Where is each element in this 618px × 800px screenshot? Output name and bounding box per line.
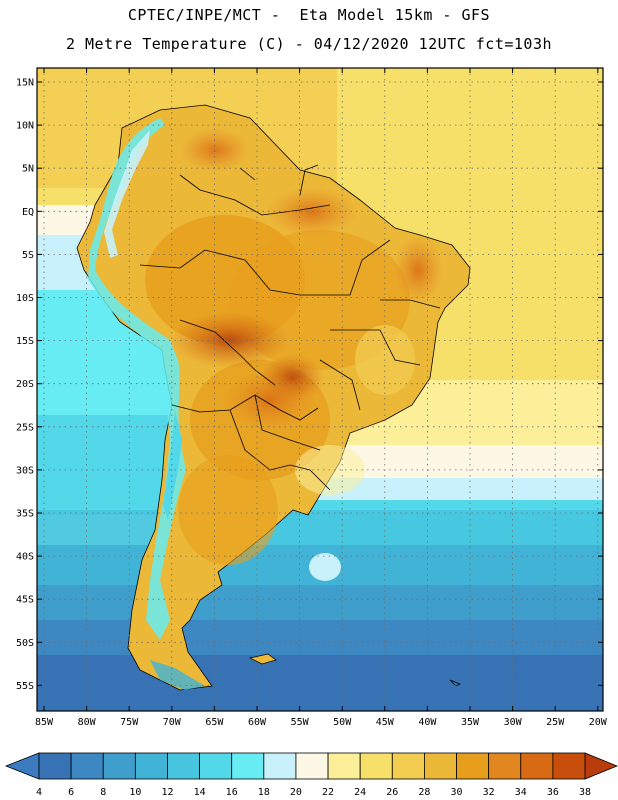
colorbar-label: 6 <box>68 787 74 798</box>
lat-label: 35S <box>16 509 34 520</box>
colorbar-label: 28 <box>418 787 430 798</box>
colorbar-label: 32 <box>483 787 495 798</box>
colorbar-label: 26 <box>386 787 398 798</box>
colorbar-swatch <box>134 752 168 780</box>
lat-label: 50S <box>16 638 34 649</box>
lon-label: 80W <box>78 717 97 728</box>
tierra-del-fuego <box>150 660 205 690</box>
colorbar-label: 36 <box>547 787 559 798</box>
colorbar-swatch <box>102 752 136 780</box>
ocean-band-12 <box>37 510 603 550</box>
lat-label: 5N <box>22 164 34 175</box>
land-temperature-shading <box>145 128 443 565</box>
lon-label: 50W <box>333 717 352 728</box>
colorbar-swatch <box>359 752 393 780</box>
lat-label: 45S <box>16 595 34 606</box>
colorbar-low-arrow <box>4 752 40 780</box>
lon-label: 40W <box>418 717 437 728</box>
colorbar-swatch <box>391 752 425 780</box>
colorbar-label: 20 <box>290 787 302 798</box>
colorbar-swatch <box>552 752 586 780</box>
colorbar-label: 38 <box>579 787 591 798</box>
colorbar-label: 14 <box>194 787 206 798</box>
latitude-labels: 15N 10N 5N EQ 5S 10S 15S 20S 25S 30S 35S 40S 45S 50S 5… <box>16 78 34 692</box>
lat-label: 20S <box>16 379 34 390</box>
lat-lon-gridlines <box>37 68 603 711</box>
colorbar-label: 10 <box>129 787 141 798</box>
map-title-line2: 2 Metre Temperature (C) - 04/12/2020 12U… <box>65 35 553 53</box>
map-title-line1: CPTEC/INPE/MCT - Eta Model 15km - GFS <box>127 6 491 24</box>
lon-label: 65W <box>205 717 224 728</box>
map-frame-content <box>37 68 603 711</box>
lon-label: 60W <box>248 717 267 728</box>
lat-label: 15N <box>16 78 34 89</box>
colorbar-label: 30 <box>451 787 463 798</box>
colorbar-swatch <box>38 752 72 780</box>
south-georgia <box>449 679 461 687</box>
colorbar-label: 24 <box>354 787 366 798</box>
lat-label: EQ <box>22 207 34 218</box>
colorbar-label: 18 <box>258 787 270 798</box>
colorbar-label: 16 <box>226 787 238 798</box>
axis-ticks <box>37 68 603 711</box>
lat-label: 10N <box>16 121 34 132</box>
lon-label: 45W <box>376 717 395 728</box>
lat-label: 40S <box>16 552 34 563</box>
lon-label: 55W <box>291 717 310 728</box>
lat-label: 5S <box>22 250 34 261</box>
lon-label: 85W <box>35 717 54 728</box>
colorbar-swatch <box>263 752 297 780</box>
colorbar-swatch <box>199 752 233 780</box>
lat-label: 55S <box>16 681 34 692</box>
colorbar-swatch <box>456 752 490 780</box>
colorbar-label: 4 <box>36 787 42 798</box>
falkland-islands <box>248 653 277 665</box>
lon-label: 20W <box>589 717 608 728</box>
colorbar-high-arrow <box>584 752 618 780</box>
colorbar-label: 22 <box>322 787 334 798</box>
andes-north-snow <box>104 130 150 258</box>
ocean-warm-eddy <box>309 553 341 581</box>
lon-label: 25W <box>546 717 565 728</box>
colorbar-swatch <box>295 752 329 780</box>
lat-label: 10S <box>16 293 34 304</box>
map-border <box>36 67 604 712</box>
colorbar-swatch <box>327 752 361 780</box>
colorbar-swatch <box>70 752 104 780</box>
colorbar-swatch <box>488 752 522 780</box>
colorbar-label: 12 <box>161 787 173 798</box>
lon-label: 75W <box>120 717 139 728</box>
country-borders <box>139 164 441 491</box>
colorbar-swatch <box>520 752 554 780</box>
lon-label: 35W <box>461 717 480 728</box>
lon-label: 70W <box>163 717 182 728</box>
lon-label: 30W <box>504 717 523 728</box>
longitude-labels: 85W 80W 75W 70W 65W 60W 55W 50W 45W 40W 35W 30W 25W 2… <box>35 717 608 728</box>
lat-label: 30S <box>16 465 34 476</box>
andes-cold-band <box>88 118 186 640</box>
colorbar-swatch <box>424 752 457 780</box>
ocean-band-8 <box>37 585 603 625</box>
lat-label: 25S <box>16 422 34 433</box>
colorbar-swatch <box>167 752 200 780</box>
andes-central-cold <box>163 410 182 520</box>
ocean-band-4 <box>37 655 603 711</box>
temperature-colorbar: 4 6 8 10 12 14 16 18 20 22 24 26 28 30 32 34 36 38 <box>4 752 618 798</box>
colorbar-label: 34 <box>515 787 527 798</box>
colorbar-swatch <box>231 752 265 780</box>
lat-label: 15S <box>16 336 34 347</box>
colorbar-label: 8 <box>100 787 106 798</box>
